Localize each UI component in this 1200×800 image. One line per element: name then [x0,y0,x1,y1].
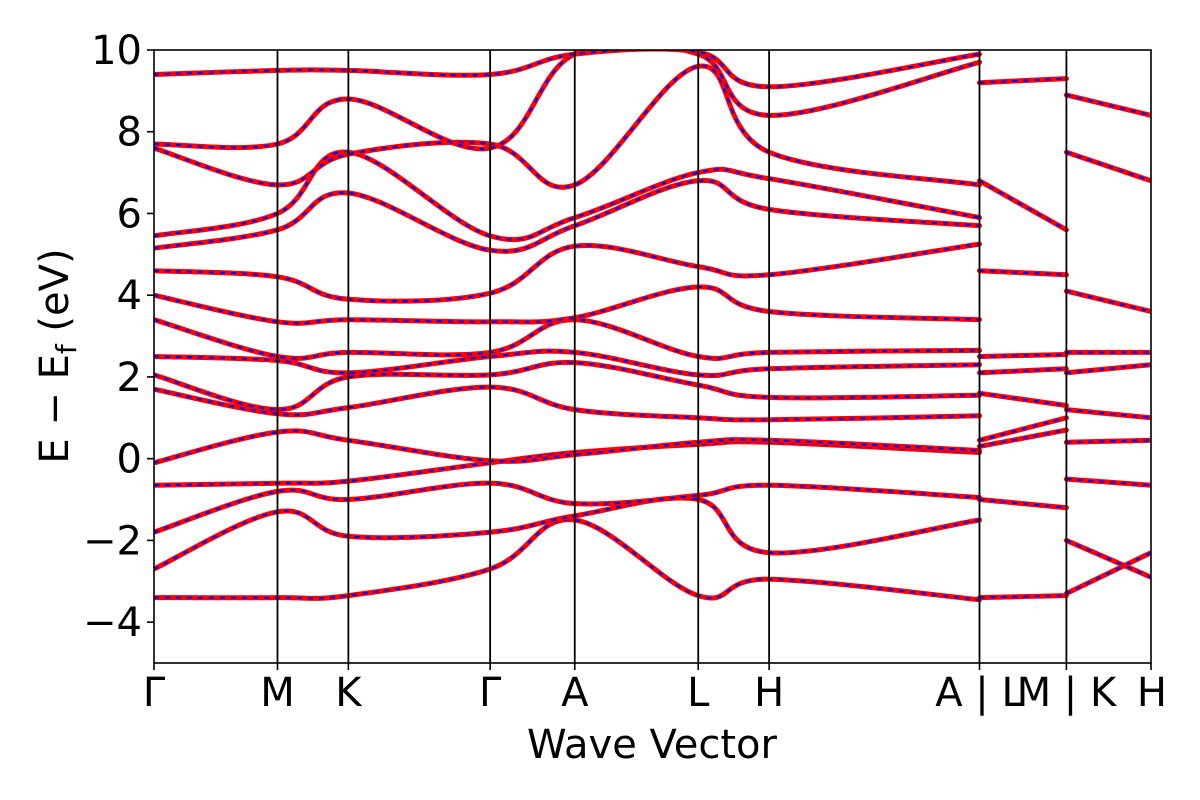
y-axis-title-main: E − E [32,354,78,464]
band-line-blue-dashed [979,367,1067,374]
y-tick-label: 4 [117,273,142,319]
y-tick-label: −4 [83,600,142,646]
band-line-blue-dashed [154,285,980,325]
band-line-blue-dashed [154,429,980,464]
y-axis-title: E − Ef (eV) [32,248,83,463]
band-line-blue-dashed [154,50,980,88]
x-axis-title: Wave Vector [527,722,778,768]
band-line-blue-dashed [979,77,1067,84]
band-line-blue-dashed [979,429,1067,448]
band-line-blue-dashed [1066,363,1151,374]
band-line-blue-dashed [1066,439,1151,444]
band-line-blue-dashed [979,269,1067,276]
band-line-blue-dashed [1065,539,1151,579]
band-line-blue-dashed [1065,551,1151,595]
plot-frame [153,49,1152,664]
band-line-blue-dashed [1066,478,1151,487]
band-line-blue-dashed [979,392,1067,407]
band-line-blue-dashed [979,416,1067,442]
y-axis-title-subscript: f [50,343,83,354]
y-tick-label: 8 [117,110,142,156]
band-line-blue-dashed [978,179,1067,231]
x-tick-label: K [335,670,363,716]
band-line-blue-dashed [979,498,1067,509]
y-tick-label: 6 [117,191,142,237]
band-line-blue-dashed [979,594,1067,599]
y-tick-label: 2 [117,355,142,401]
band-line-blue-dashed [1066,408,1151,419]
x-tick-label: H [1137,670,1167,716]
x-tick-label: A [561,670,589,716]
y-axis-ticks: −4 −2 0 2 4 6 8 10 [83,28,154,646]
band-line-blue-dashed [154,243,980,303]
band-line-blue-dashed [154,385,980,422]
kpath-divider-lines [276,50,1068,663]
band-line-blue-dashed [979,353,1067,358]
x-tick-label: A | L [935,670,1024,716]
x-tick-label: M | K [1017,670,1118,716]
x-tick-label: M [260,670,295,716]
y-axis-title-unit: (eV) [32,248,78,344]
y-tick-label: −2 [83,518,142,564]
x-tick-label: L [687,670,710,716]
x-tick-label: Γ [479,670,502,716]
band-line-blue-dashed [1066,151,1151,182]
band-line-blue-dashed [1066,290,1151,313]
band-line-blue-dashed [1066,93,1151,117]
y-tick-label: 0 [117,437,142,483]
band-lines [154,50,1151,603]
x-tick-label: H [754,670,784,716]
y-tick-label: 10 [91,28,142,74]
x-tick-label: Γ [143,670,166,716]
